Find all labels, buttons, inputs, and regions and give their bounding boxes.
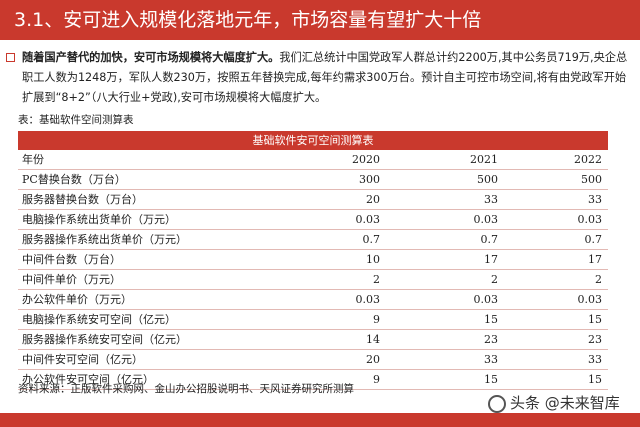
value-2022: 15 [588,313,602,326]
table-row: 中间件单价（万元） 2 2 2 [18,270,608,290]
row-label: PC替换台数（万台） [22,173,126,186]
value-2021: 15 [484,373,498,386]
summary-paragraph: 随着国产替代的加快，安可市场规模将大幅度扩大。我们汇总统计中国党政军人群总计约2… [6,48,628,108]
table-row: 服务器操作系统安可空间（亿元） 14 23 23 [18,330,608,350]
value-2021: 23 [484,333,498,346]
watermark-text: 头条 @未来智库 [510,394,620,412]
value-2022: 500 [581,173,602,186]
bottom-bar [0,413,640,427]
table-row: 电脑操作系统出货单价（万元） 0.03 0.03 0.03 [18,210,608,230]
row-label: 电脑操作系统安可空间（亿元） [22,313,176,326]
value-2020: 9 [373,373,380,386]
header-year-1: 2020 [352,153,380,166]
value-2020: 9 [373,313,380,326]
table-row: 办公软件单价（万元） 0.03 0.03 0.03 [18,290,608,310]
value-2020: 0.03 [355,213,381,226]
value-2021: 0.03 [473,213,499,226]
value-2021: 0.7 [480,233,499,246]
row-label: 办公软件单价（万元） [22,293,132,306]
table-row: 服务器操作系统出货单价（万元） 0.7 0.7 0.7 [18,230,608,250]
value-2022: 0.7 [584,233,603,246]
header-year-2: 2021 [470,153,498,166]
value-2021: 2 [491,273,498,286]
value-2020: 0.7 [362,233,381,246]
watermark-logo-icon [488,394,506,413]
summary-text: 我们汇总统计中国党政军人群总计约2200万,其中公务员719万,央企总职工人数为… [22,51,628,104]
table-row: 办公软件安可空间（亿元） 9 15 15 [18,370,608,390]
value-2021: 33 [484,353,498,366]
row-label: 中间件安可空间（亿元） [22,353,143,366]
table-row: 中间件安可空间（亿元） 20 33 33 [18,350,608,370]
value-2021: 0.03 [473,293,499,306]
table-row: PC替换台数（万台） 300 500 500 [18,170,608,190]
value-2022: 0.03 [577,213,603,226]
value-2020: 0.03 [355,293,381,306]
row-label: 服务器替换台数（万台） [22,193,143,206]
row-label: 中间件台数（万台） [22,253,121,266]
table-row: 服务器替换台数（万台） 20 33 33 [18,190,608,210]
slide-title: 3.1、安可进入规模化落地元年，市场容量有望扩大十倍 [14,9,482,31]
value-2021: 500 [477,173,498,186]
watermark: 头条 @未来智库 [488,392,620,413]
value-2021: 17 [484,253,498,266]
source-note: 资料来源：正版软件采购网、金山办公招股说明书、天风证券研究所测算 [18,383,354,395]
row-label: 服务器操作系统出货单价（万元） [22,233,187,246]
table-row: 中间件台数（万台） 10 17 17 [18,250,608,270]
value-2020: 2 [373,273,380,286]
value-2021: 15 [484,313,498,326]
row-label: 中间件单价（万元） [22,273,121,286]
row-label: 电脑操作系统出货单价（万元） [22,213,176,226]
value-2020: 14 [366,333,380,346]
square-bullet-icon [6,53,15,62]
table-title: 基础软件安可空间测算表 [18,131,608,150]
value-2021: 33 [484,193,498,206]
value-2022: 15 [588,373,602,386]
table-row: 电脑操作系统安可空间（亿元） 9 15 15 [18,310,608,330]
value-2022: 23 [588,333,602,346]
value-2020: 300 [359,173,380,186]
value-2020: 20 [366,353,380,366]
value-2022: 0.03 [577,293,603,306]
table-header-row: 年份 2020 2021 2022 [18,150,608,170]
value-2022: 17 [588,253,602,266]
data-table: 基础软件安可空间测算表 年份 2020 2021 2022 PC替换台数（万台）… [18,131,608,390]
value-2022: 33 [588,353,602,366]
value-2022: 2 [595,273,602,286]
header-label: 年份 [22,153,44,166]
row-label: 办公软件安可空间（亿元） [22,373,154,386]
value-2020: 10 [366,253,380,266]
header-year-3: 2022 [574,153,602,166]
value-2020: 20 [366,193,380,206]
summary-bold: 随着国产替代的加快，安可市场规模将大幅度扩大。 [22,51,280,64]
slide-header: 3.1、安可进入规模化落地元年，市场容量有望扩大十倍 [0,0,640,40]
table-caption: 表：基础软件空间测算表 [18,114,134,126]
row-label: 服务器操作系统安可空间（亿元） [22,333,187,346]
value-2022: 33 [588,193,602,206]
